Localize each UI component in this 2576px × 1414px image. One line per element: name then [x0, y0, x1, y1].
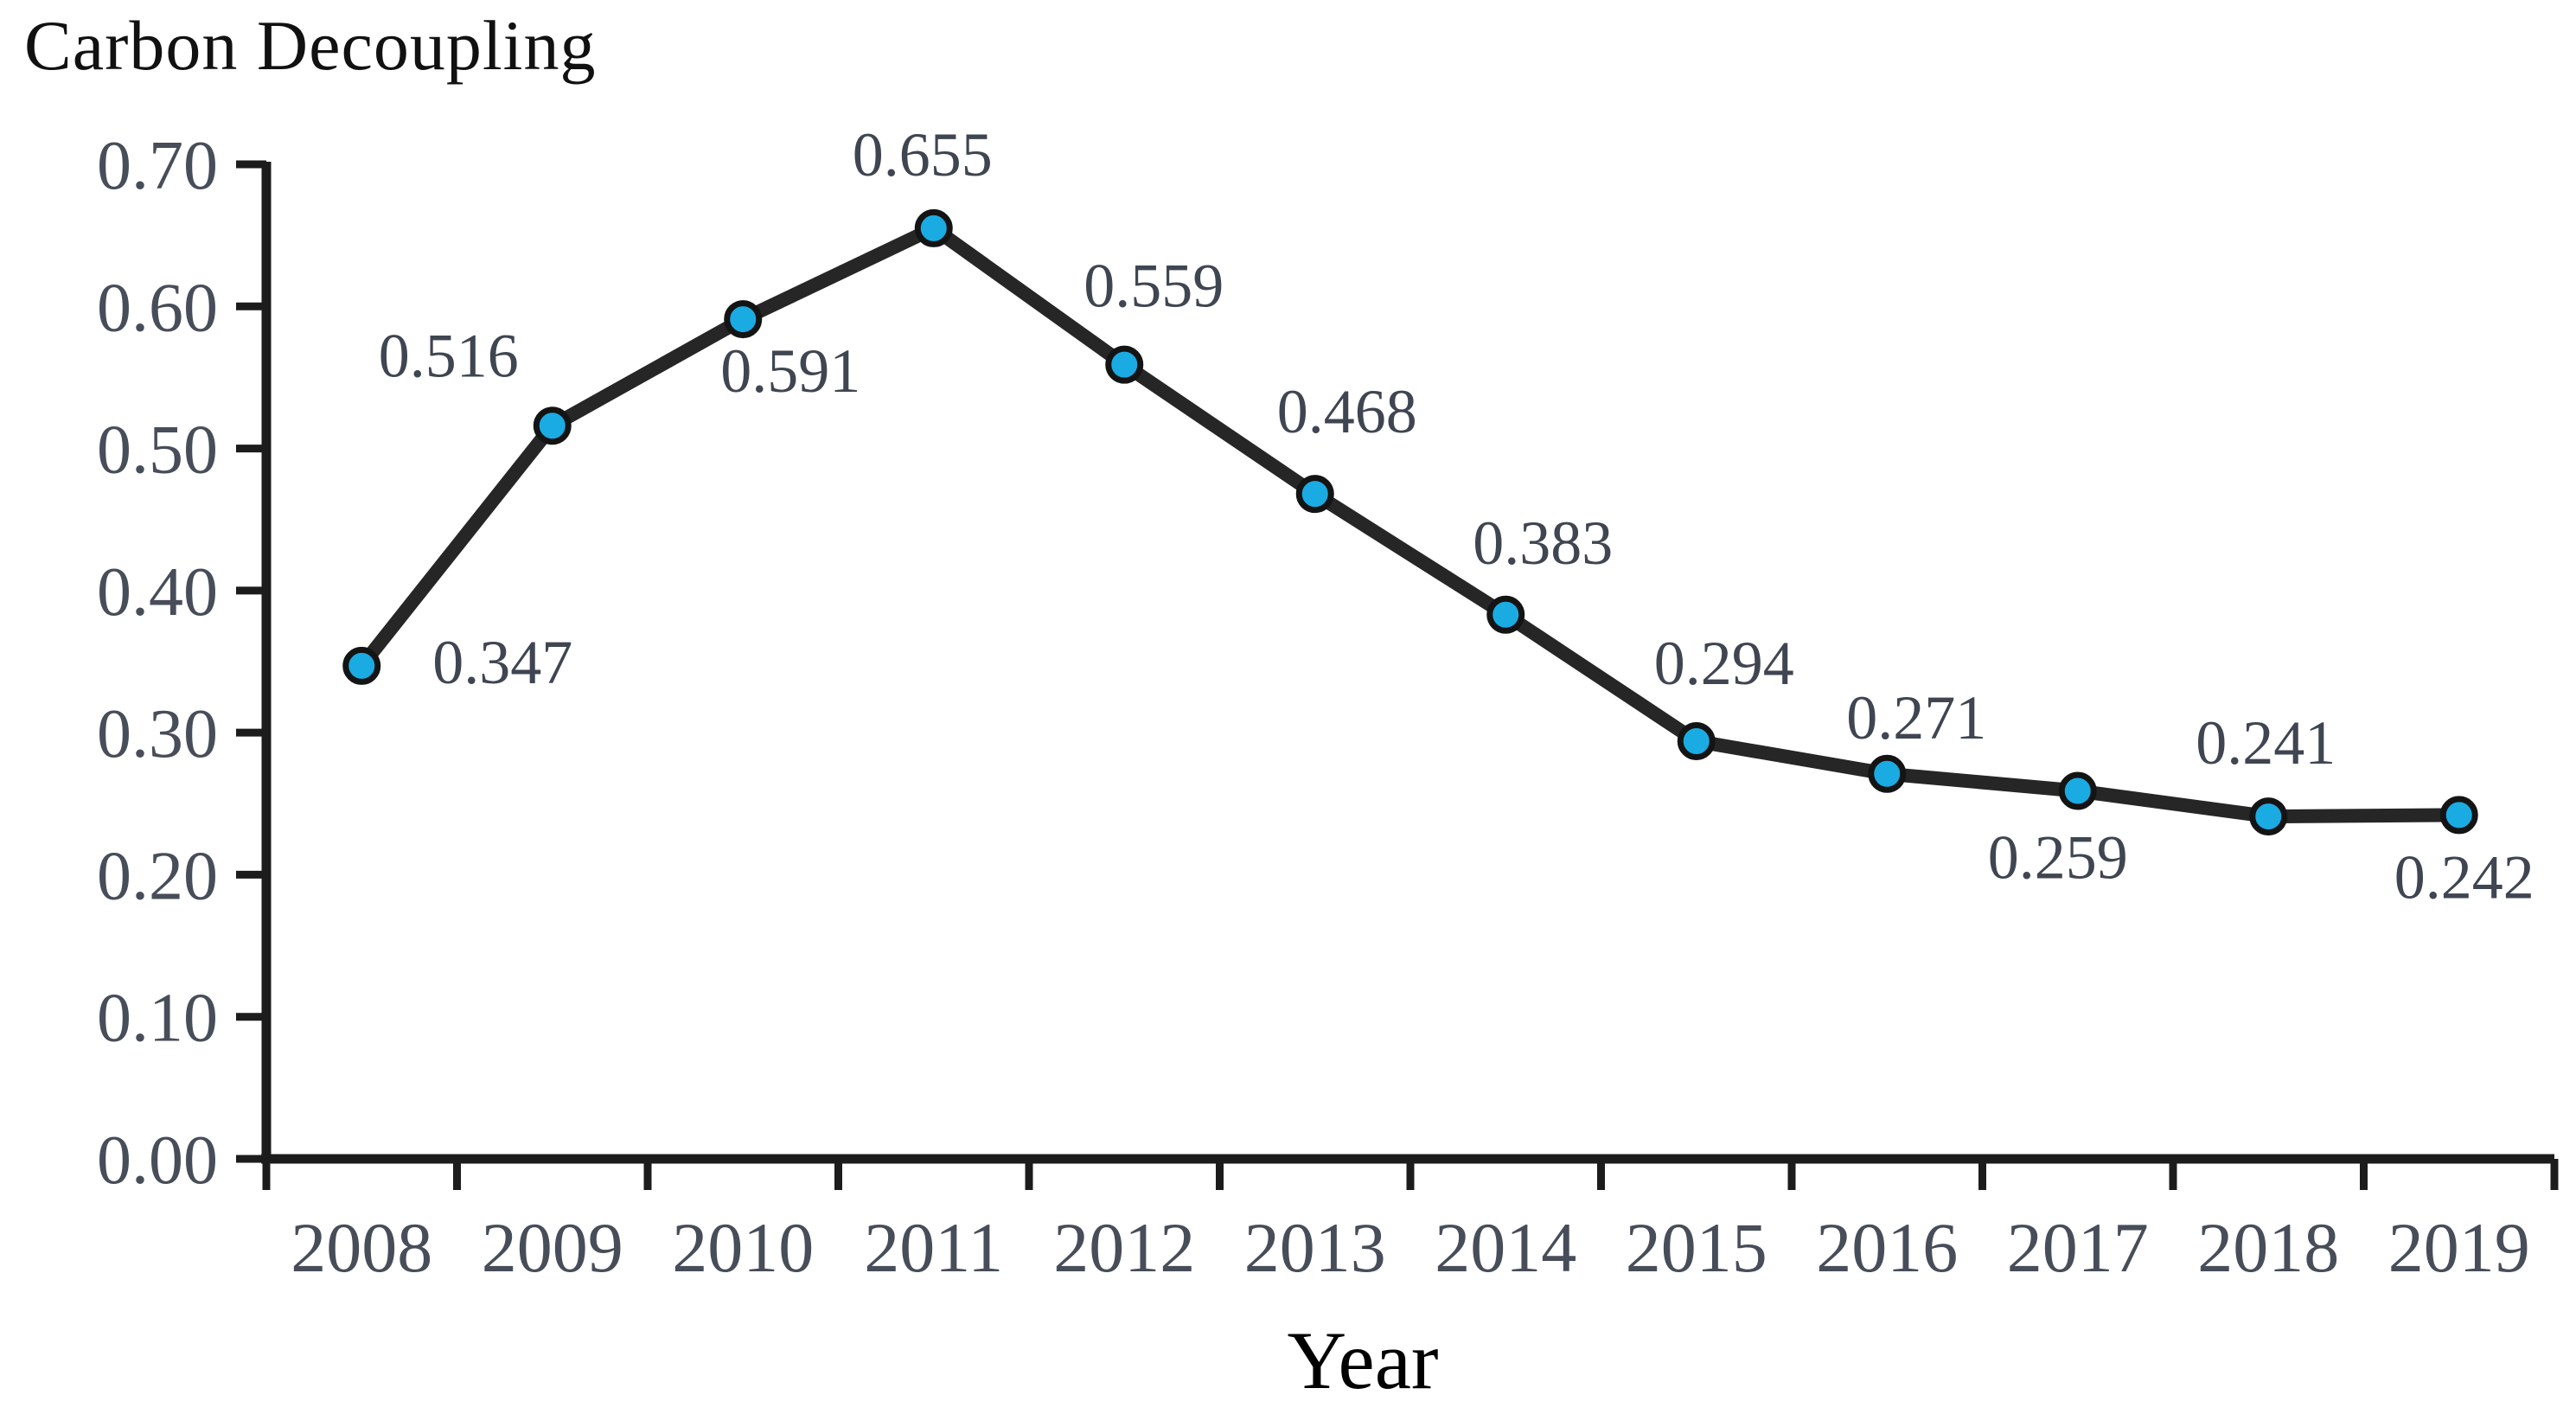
data-point-label: 0.591 [720, 336, 860, 406]
x-tick-label: 2012 [1053, 1208, 1195, 1287]
data-point-label: 0.294 [1654, 629, 1794, 698]
x-tick-label: 2011 [864, 1208, 1003, 1287]
data-point-label: 0.271 [1846, 683, 1986, 752]
y-tick-label: 0.70 [97, 128, 218, 204]
data-point-label: 0.559 [1083, 252, 1224, 321]
data-point-marker [533, 406, 572, 445]
data-point-label: 0.347 [432, 628, 572, 697]
data-point-marker [724, 300, 763, 339]
data-point-marker [914, 208, 953, 247]
y-tick-label: 0.30 [97, 696, 218, 772]
data-point-label: 0.655 [853, 120, 993, 189]
y-tick-label: 0.40 [97, 554, 218, 630]
data-point-label: 0.242 [2394, 842, 2534, 912]
data-point-label: 0.468 [1277, 377, 1417, 446]
y-tick-label: 0.10 [97, 981, 218, 1057]
chart-title: Carbon Decoupling [24, 6, 597, 85]
x-tick-label: 2008 [291, 1208, 432, 1287]
data-point-label: 0.383 [1473, 509, 1613, 578]
data-point-marker [1677, 722, 1716, 760]
data-point-label: 0.516 [379, 321, 519, 390]
x-tick-label: 2017 [2007, 1208, 2149, 1287]
data-series-line [355, 221, 2466, 824]
data-point-marker [1868, 754, 1907, 793]
x-tick-label: 2016 [1816, 1208, 1958, 1287]
data-point-label: 0.259 [1988, 823, 2128, 893]
data-point-marker [342, 646, 381, 685]
data-point-marker [2058, 771, 2097, 810]
data-point-label: 0.241 [2196, 708, 2336, 777]
x-tick-label: 2015 [1626, 1208, 1767, 1287]
y-tick-label: 0.20 [97, 838, 218, 914]
data-point-marker [2249, 797, 2288, 836]
data-point-marker [1295, 475, 1334, 514]
y-tick-label: 0.60 [97, 270, 218, 346]
x-tick-label: 2019 [2388, 1208, 2530, 1287]
x-axis-title: Year [1287, 1315, 1439, 1406]
x-tick-label: 2010 [672, 1208, 814, 1287]
data-point-marker [1486, 595, 1525, 634]
x-tick-label: 2018 [2197, 1208, 2339, 1287]
y-tick-label: 0.50 [97, 413, 218, 489]
x-tick-label: 2014 [1435, 1208, 1576, 1287]
x-tick-label: 2009 [482, 1208, 623, 1287]
data-point-marker [2439, 796, 2478, 835]
y-tick-label: 0.00 [97, 1123, 218, 1199]
data-point-marker [1105, 345, 1144, 384]
x-tick-label: 2013 [1244, 1208, 1386, 1287]
